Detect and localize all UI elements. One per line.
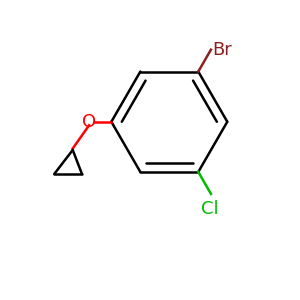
Text: Cl: Cl	[201, 200, 218, 218]
Text: O: O	[82, 113, 96, 131]
Text: Br: Br	[212, 41, 232, 59]
